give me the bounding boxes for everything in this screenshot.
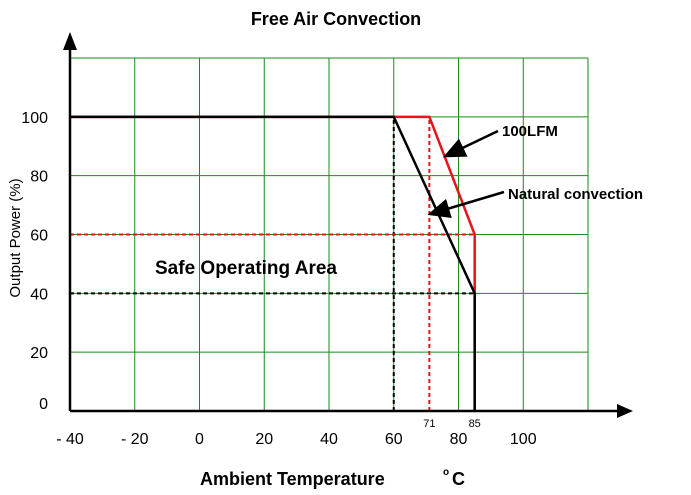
y-tick-label: 0 — [39, 396, 48, 413]
tick-labels: - 40 - 20 0 20 40 60 80 100 71 85 0 20 40 60 80 100 — [21, 110, 536, 448]
x-tick-label: - 40 — [56, 431, 84, 448]
x-axis-label: Ambient Temperature — [200, 469, 385, 489]
x-minor-label: 85 — [469, 418, 481, 430]
annotation-natural-arrow — [427, 190, 505, 219]
x-tick-label: 100 — [510, 431, 537, 448]
x-tick-label: - 20 — [121, 431, 149, 448]
x-axis-unit: C — [452, 469, 465, 489]
y-tick-label: 40 — [30, 286, 48, 303]
annotation-100lfm: 100LFM — [502, 123, 558, 140]
x-tick-label: 80 — [450, 431, 468, 448]
y-axis-arrow — [63, 32, 77, 50]
x-tick-label: 0 — [195, 431, 204, 448]
x-tick-label: 20 — [255, 431, 273, 448]
x-axis-arrow — [617, 404, 633, 418]
x-minor-label: 71 — [423, 418, 435, 430]
x-tick-label: 60 — [385, 431, 403, 448]
safe-operating-area-label: Safe Operating Area — [155, 258, 337, 279]
annotation-natural-convection: Natural convection — [508, 186, 643, 203]
y-tick-label: 100 — [21, 110, 48, 127]
reference-lines — [70, 116, 475, 411]
x-axis-unit-degree: o — [443, 467, 449, 478]
x-tick-label: 40 — [320, 431, 338, 448]
y-axis-label: Output Power (%) — [7, 178, 24, 297]
chart-title: Free Air Convection — [251, 9, 421, 29]
y-tick-label: 60 — [30, 228, 48, 245]
y-tick-label: 20 — [30, 345, 48, 362]
annotation-100lfm-arrow — [442, 129, 499, 158]
y-tick-label: 80 — [30, 169, 48, 186]
axes — [63, 32, 633, 418]
